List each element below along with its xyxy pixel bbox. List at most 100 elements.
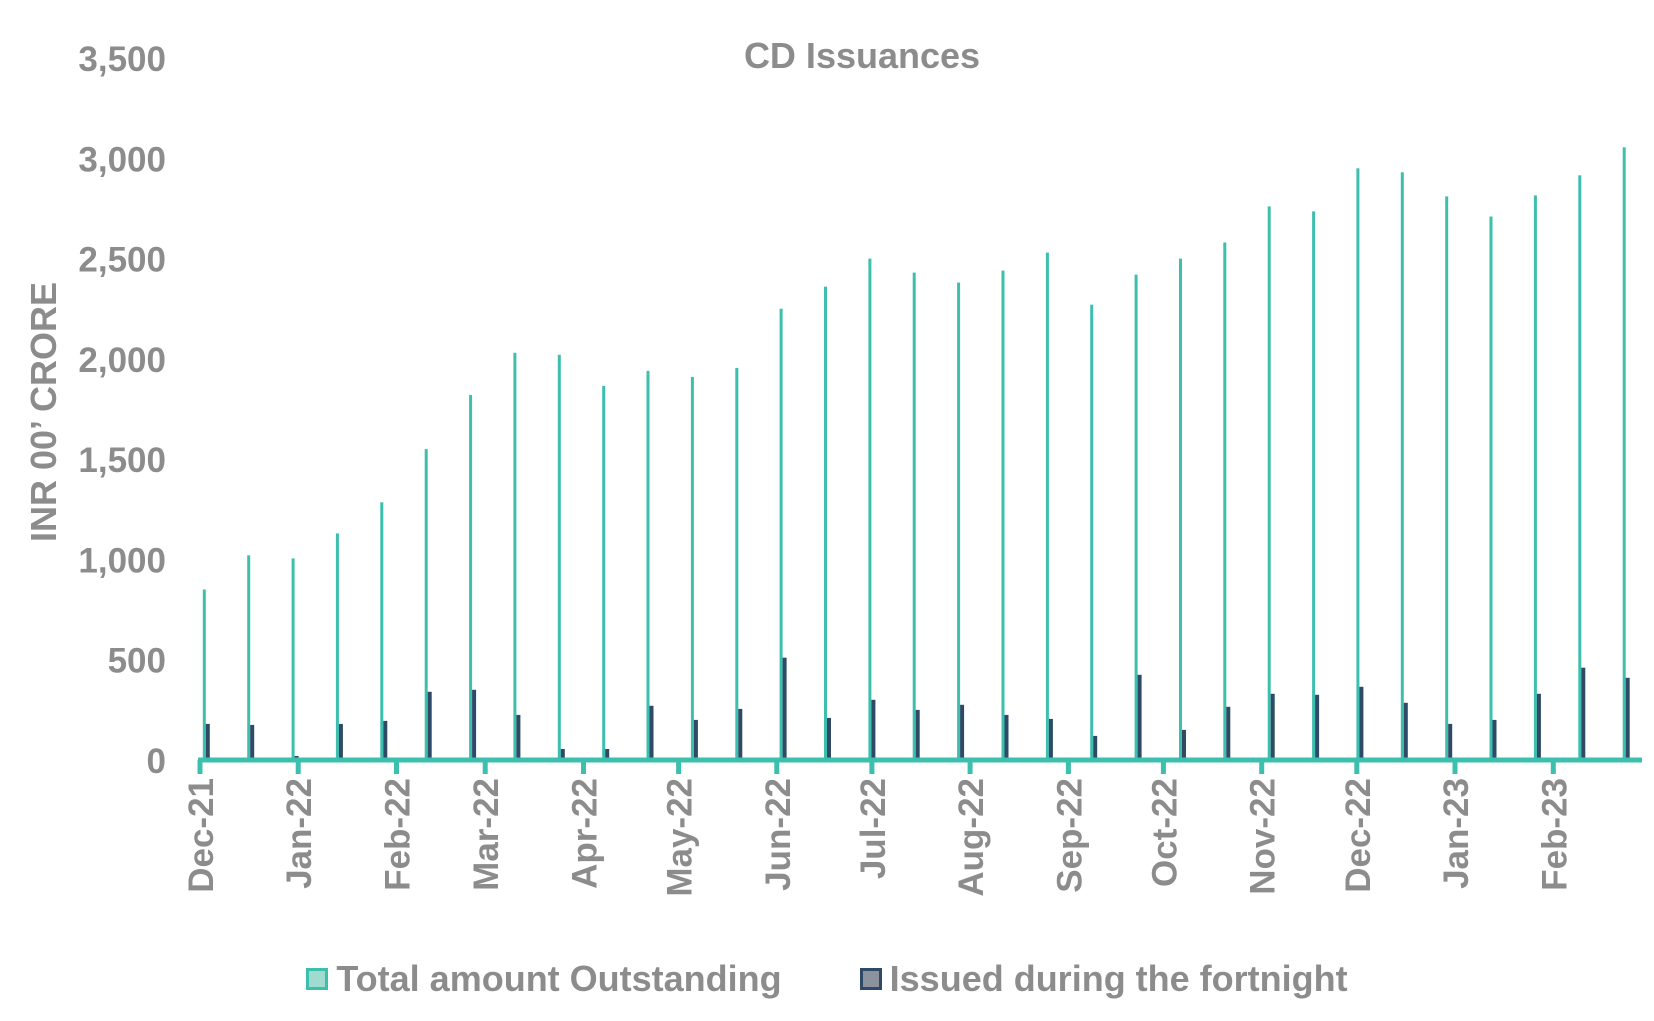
legend-swatch-total-outstanding xyxy=(306,968,329,990)
bar-total-outstanding xyxy=(1312,211,1316,760)
bar-issued-fortnight xyxy=(383,720,388,760)
bar-issued-fortnight xyxy=(205,723,210,760)
y-tick-label: 2,500 xyxy=(78,241,166,280)
bar-total-outstanding xyxy=(291,558,295,760)
bar-total-outstanding xyxy=(690,376,694,760)
bar-total-outstanding xyxy=(1622,147,1626,761)
bar-issued-fortnight xyxy=(1093,735,1098,760)
y-tick-label: 2,000 xyxy=(78,341,166,380)
bar-issued-fortnight xyxy=(782,657,787,760)
bar-total-outstanding xyxy=(469,395,473,760)
bar-issued-fortnight xyxy=(1492,719,1497,760)
bar-total-outstanding xyxy=(602,385,606,760)
bar-issued-fortnight xyxy=(1182,729,1186,760)
bar-issued-fortnight xyxy=(1536,693,1541,760)
legend-label-issued-fortnight: Issued during the fortnight xyxy=(889,958,1348,999)
x-tick-label: Dec-22 xyxy=(1339,778,1378,893)
bar-issued-fortnight xyxy=(1448,723,1453,760)
x-tick-label: May-22 xyxy=(661,778,700,897)
bar-total-outstanding xyxy=(1578,175,1582,761)
bar-issued-fortnight xyxy=(605,749,610,760)
chart-title: CD Issuances xyxy=(744,35,980,76)
legend-item-total-outstanding: Total amount Outstanding xyxy=(306,958,782,1000)
bar-total-outstanding xyxy=(513,352,517,760)
bar-issued-fortnight xyxy=(1581,667,1586,760)
x-tick-label: Oct-22 xyxy=(1145,778,1184,887)
legend-swatch-issued-fortnight xyxy=(859,968,882,990)
x-tick-label: Dec-21 xyxy=(182,778,221,893)
bar-total-outstanding xyxy=(247,555,251,760)
bar-total-outstanding xyxy=(735,367,739,760)
bar-issued-fortnight xyxy=(472,689,477,760)
bar-issued-fortnight xyxy=(1048,718,1053,760)
bar-issued-fortnight xyxy=(1315,694,1320,760)
bar-total-outstanding xyxy=(1356,168,1360,761)
bar-issued-fortnight xyxy=(1625,677,1630,760)
y-tick-label: 3,000 xyxy=(78,140,166,179)
x-tick-label: Nov-22 xyxy=(1244,778,1283,895)
bar-total-outstanding xyxy=(1090,304,1094,760)
x-tick-label: Mar-22 xyxy=(467,778,506,891)
bar-total-outstanding xyxy=(202,589,206,760)
bar-issued-fortnight xyxy=(250,724,255,760)
bar-total-outstanding xyxy=(1179,258,1182,760)
bar-total-outstanding xyxy=(912,272,916,760)
bar-total-outstanding xyxy=(1400,172,1404,761)
bar-issued-fortnight xyxy=(960,704,965,760)
bar-issued-fortnight xyxy=(338,723,343,760)
bar-issued-fortnight xyxy=(693,719,698,760)
bar-issued-fortnight xyxy=(560,749,565,760)
bar-issued-fortnight xyxy=(427,691,432,760)
bar-total-outstanding xyxy=(824,286,827,760)
bar-issued-fortnight xyxy=(871,699,876,760)
x-axis-ticks: Dec-21 Jan-22 Feb-22 Mar-22 Apr-22 May-22 Jun-… xyxy=(182,760,1574,897)
legend: Total amount Outstanding Issued during t… xyxy=(0,958,1654,1000)
x-tick-label: Apr-22 xyxy=(566,778,605,889)
x-tick-label: Feb-22 xyxy=(379,778,418,891)
y-tick-label: 500 xyxy=(108,642,166,681)
legend-label-total-outstanding: Total amount Outstanding xyxy=(336,958,782,999)
total-outstanding-series xyxy=(202,147,1626,761)
bar-total-outstanding xyxy=(646,370,650,760)
y-tick-label: 0 xyxy=(147,742,166,781)
bar-total-outstanding xyxy=(1445,196,1449,760)
bar-issued-fortnight xyxy=(1270,693,1275,760)
y-axis-label: INR 00’ CRORE xyxy=(23,282,64,542)
y-tick-label: 1,000 xyxy=(78,541,166,580)
bar-total-outstanding xyxy=(1001,270,1005,760)
issued-fortnight-series xyxy=(205,657,1630,760)
bar-total-outstanding xyxy=(1045,252,1049,760)
bar-issued-fortnight xyxy=(1226,706,1231,760)
x-tick-label: Aug-22 xyxy=(952,778,991,897)
bar-total-outstanding xyxy=(1223,242,1227,760)
bar-total-outstanding xyxy=(1489,216,1493,760)
bar-issued-fortnight xyxy=(827,717,831,760)
bar-total-outstanding xyxy=(335,533,339,760)
bar-issued-fortnight xyxy=(1004,714,1009,760)
y-tick-label: 1,500 xyxy=(78,441,166,480)
x-tick-label: Jul-22 xyxy=(854,778,893,879)
bar-issued-fortnight xyxy=(516,714,521,760)
y-axis-ticks: 0 500 1,000 1,500 2,000 2,500 3,000 3,500 xyxy=(78,40,166,781)
bar-total-outstanding xyxy=(1533,195,1537,760)
bar-issued-fortnight xyxy=(1359,686,1364,760)
bar-issued-fortnight xyxy=(1403,702,1408,760)
y-tick-label: 3,500 xyxy=(78,40,166,79)
bar-total-outstanding xyxy=(380,502,384,760)
bar-total-outstanding xyxy=(957,282,961,760)
bar-total-outstanding xyxy=(424,449,428,760)
bar-issued-fortnight xyxy=(1137,674,1142,760)
x-tick-label: Jan-23 xyxy=(1437,778,1476,889)
bar-issued-fortnight xyxy=(915,709,920,760)
x-tick-label: Feb-23 xyxy=(1535,778,1574,891)
legend-item-issued-fortnight: Issued during the fortnight xyxy=(859,958,1348,1000)
x-tick-label: Jun-22 xyxy=(759,778,798,891)
bar-issued-fortnight xyxy=(738,708,743,760)
bar-total-outstanding xyxy=(779,308,783,760)
bar-total-outstanding xyxy=(1267,206,1271,760)
bar-total-outstanding xyxy=(557,354,561,760)
x-tick-label: Jan-22 xyxy=(280,778,319,889)
bar-issued-fortnight xyxy=(649,705,654,760)
x-tick-label: Sep-22 xyxy=(1050,778,1089,893)
